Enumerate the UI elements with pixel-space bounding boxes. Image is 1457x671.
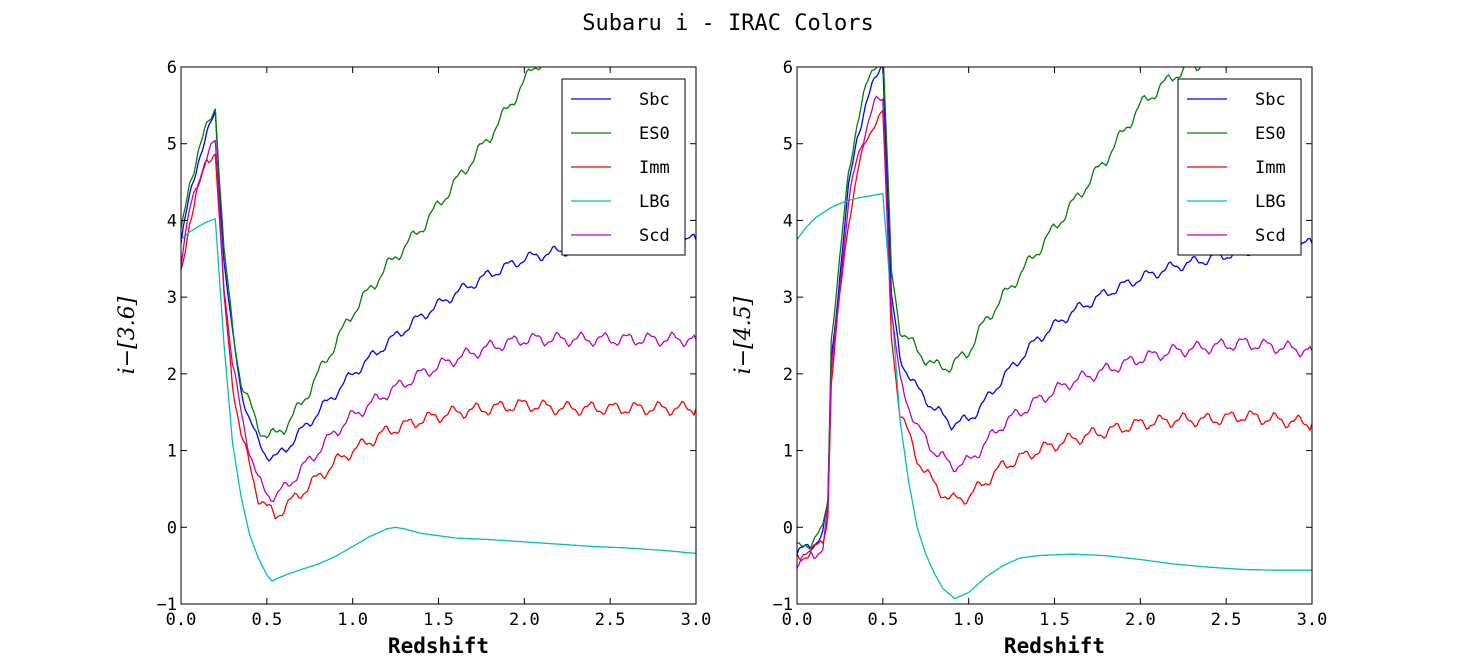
series-line-es0	[181, 67, 542, 439]
figure-title: Subaru i - IRAC Colors	[582, 11, 873, 36]
y-tick-label: 3	[167, 288, 177, 308]
legend-label-sbc: Sbc	[1255, 90, 1286, 110]
series-line-scd	[181, 139, 696, 503]
y-tick-label: 1	[167, 442, 177, 462]
x-tick-label: 2.0	[1125, 610, 1156, 630]
legend-label-imm: Imm	[1255, 158, 1286, 178]
legend-label-scd: Scd	[1255, 226, 1286, 246]
series-line-imm	[181, 152, 696, 520]
legend-label-sbc: Sbc	[639, 90, 670, 110]
series-line-scd	[797, 95, 1312, 569]
x-tick-label: 3.0	[681, 610, 712, 630]
y-tick-label: 0	[167, 518, 177, 538]
right-panel-i-4.5: 0.0 0.5 1.0 1.5 2.0 2.5 3.0 −1 0 1 2 3 4 5 6 Redshift i−…	[731, 58, 1328, 658]
x-tick-label: 0.5	[251, 610, 282, 630]
x-tick-label: 1.0	[337, 610, 368, 630]
y-tick-label: 0	[783, 518, 793, 538]
legend: Sbc ES0 Imm LBG Scd	[561, 78, 686, 256]
x-axis-label: Redshift	[388, 634, 489, 658]
x-tick-label: 2.0	[509, 610, 540, 630]
y-tick-label: 3	[783, 288, 793, 308]
y-tick-label: 2	[167, 365, 177, 385]
x-tick-label: 2.5	[1211, 610, 1242, 630]
legend-label-imm: Imm	[639, 158, 670, 178]
legend-label-scd: Scd	[639, 226, 670, 246]
y-tick-label: 1	[783, 442, 793, 462]
y-tick-label: 4	[783, 211, 793, 231]
y-tick-label: −1	[157, 595, 177, 615]
x-tick-label: 1.5	[1039, 610, 1070, 630]
x-tick-label: 2.5	[595, 610, 626, 630]
y-tick-label: 5	[783, 135, 793, 155]
y-tick-label: 4	[167, 211, 177, 231]
x-tick-label: 3.0	[1297, 610, 1328, 630]
legend-label-es0: ES0	[639, 124, 670, 144]
series-line-lbg	[181, 217, 696, 582]
series-line-lbg	[797, 192, 1312, 600]
x-axis-label: Redshift	[1004, 634, 1105, 658]
legend-label-lbg: LBG	[639, 192, 670, 212]
y-tick-label: 2	[783, 365, 793, 385]
y-axis-label: i−[4.5]	[731, 296, 756, 374]
legend: Sbc ES0 Imm LBG Scd	[1177, 78, 1302, 256]
series-line-sbc	[797, 67, 1312, 555]
x-tick-label: 0.0	[166, 610, 197, 630]
left-panel-i-3.6: 0.0 0.5 1.0 1.5 2.0 2.5 3.0 −1 0 1 2 3 4 5 6 Redshift i−…	[115, 58, 712, 658]
y-tick-label: 6	[783, 58, 793, 78]
y-axis-label: i−[3.6]	[115, 296, 140, 374]
y-tick-label: 6	[167, 58, 177, 78]
x-tick-label: 0.5	[867, 610, 898, 630]
y-tick-label: −1	[773, 595, 793, 615]
x-tick-label: 1.0	[953, 610, 984, 630]
series-line-es0	[797, 67, 1202, 550]
legend-label-es0: ES0	[1255, 124, 1286, 144]
y-tick-label: 5	[167, 135, 177, 155]
legend-label-lbg: LBG	[1255, 192, 1286, 212]
x-tick-label: 1.5	[423, 610, 454, 630]
x-tick-label: 0.0	[782, 610, 813, 630]
